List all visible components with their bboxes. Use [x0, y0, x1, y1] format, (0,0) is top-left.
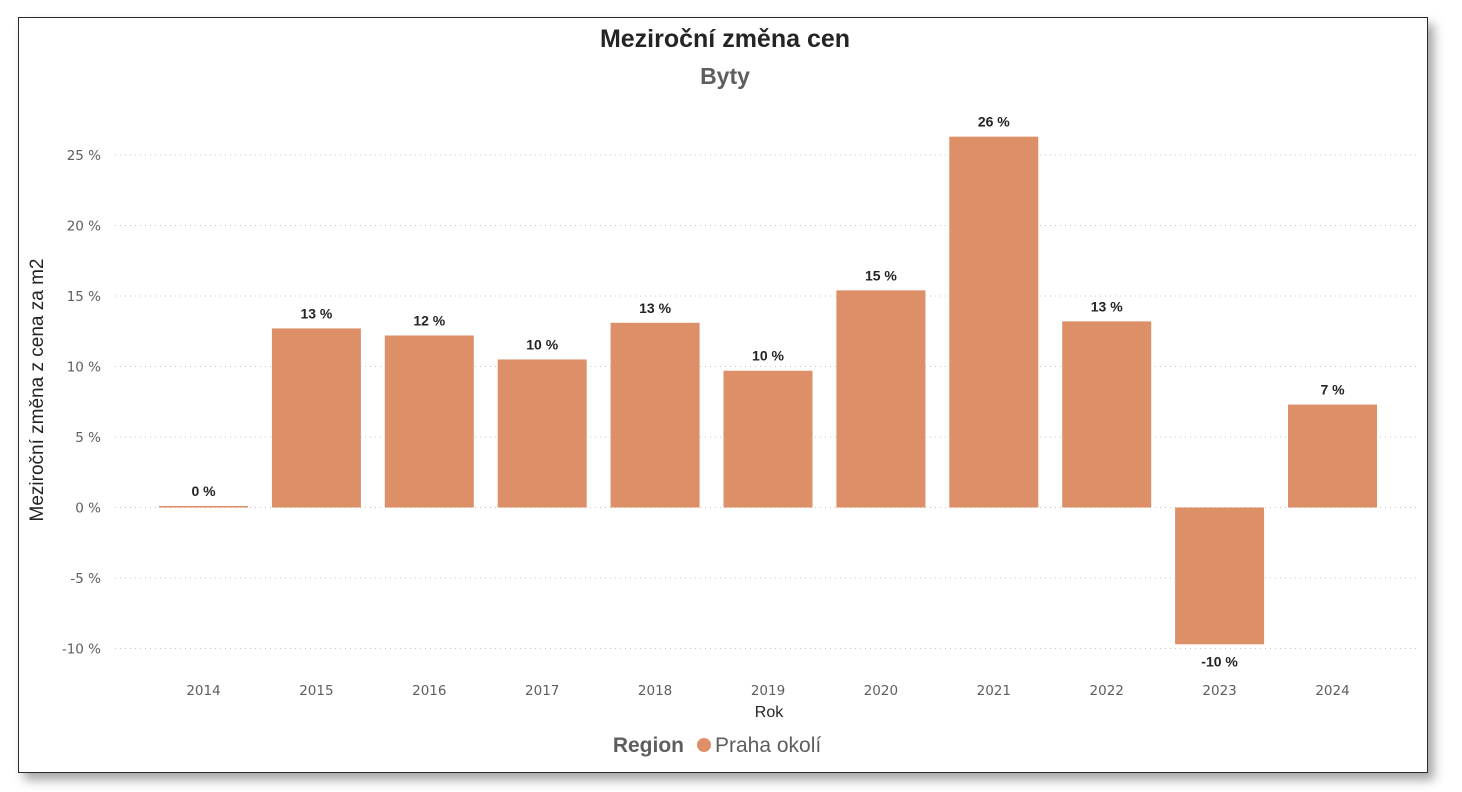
data-label-2024: 7 %	[1320, 382, 1345, 398]
chart-title: Meziroční změna cen	[600, 25, 850, 53]
x-tick-2020: 2020	[864, 683, 898, 699]
y-tick-label: -10 %	[62, 642, 101, 658]
x-tick-2023: 2023	[1202, 683, 1236, 699]
legend: Region Praha okolí	[613, 734, 822, 757]
data-label-2023: -10 %	[1201, 653, 1238, 669]
bar-2024	[1288, 404, 1377, 508]
chart-subtitle: Byty	[700, 63, 750, 89]
data-labels: 0 % 13 % 12 % 10 % 13 % 10 % 15 % 26 % 13 % -10 %…	[191, 114, 1345, 670]
legend-title: Region	[613, 734, 684, 757]
y-tick-label: 0 %	[75, 501, 101, 517]
bar-2021	[949, 136, 1039, 508]
data-label-2019: 10 %	[752, 348, 784, 364]
data-label-2021: 26 %	[978, 114, 1010, 130]
data-label-2015: 13 %	[300, 305, 332, 321]
bar-2015	[271, 328, 361, 508]
bar-2019	[723, 370, 813, 508]
x-tick-2018: 2018	[638, 683, 672, 699]
data-label-2022: 13 %	[1091, 298, 1123, 314]
y-axis-title: Meziroční změna z cena za m2	[27, 259, 48, 522]
x-tick-2021: 2021	[977, 683, 1011, 699]
y-tick-label: 20 %	[67, 219, 101, 235]
bar-2020	[836, 290, 926, 508]
bar-2016	[384, 335, 474, 508]
x-tick-2014: 2014	[186, 683, 220, 699]
legend-item-label: Praha okolí	[715, 734, 821, 757]
data-label-2018: 13 %	[639, 300, 671, 316]
x-tick-2015: 2015	[299, 683, 333, 699]
x-tick-2019: 2019	[751, 683, 785, 699]
data-label-2016: 12 %	[413, 312, 445, 328]
y-tick-label: 15 %	[67, 289, 101, 305]
y-tick-label: 5 %	[75, 430, 101, 446]
data-label-2020: 15 %	[865, 267, 897, 283]
y-tick-label: 25 %	[67, 148, 101, 164]
bars	[159, 136, 1377, 645]
y-tick-label: -5 %	[70, 571, 101, 587]
data-label-2017: 10 %	[526, 336, 558, 352]
x-tick-2017: 2017	[525, 683, 559, 699]
x-tick-2016: 2016	[412, 683, 446, 699]
y-axis-ticks: 25 % 20 % 15 % 10 % 5 % 0 % -5 % -10 %	[62, 148, 101, 658]
bar-2017	[497, 359, 587, 508]
x-tick-2022: 2022	[1090, 683, 1124, 699]
bar-2014	[159, 506, 248, 508]
x-tick-2024: 2024	[1315, 683, 1349, 699]
x-axis-ticks: 2014 2015 2016 2017 2018 2019 2020 2021 2022 2023…	[186, 683, 1349, 699]
data-label-2014: 0 %	[191, 483, 216, 499]
bar-2022	[1062, 321, 1152, 508]
x-axis-title: Rok	[755, 704, 784, 721]
bar-2018	[610, 322, 700, 508]
chart-frame	[18, 17, 1428, 773]
bar-2023	[1175, 507, 1265, 645]
y-tick-label: 10 %	[67, 360, 101, 376]
legend-marker-praha-okoli	[697, 738, 711, 752]
